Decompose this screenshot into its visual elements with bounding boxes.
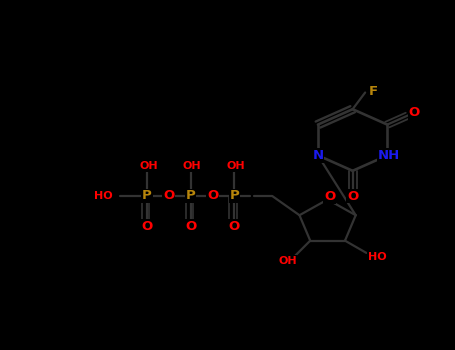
Text: O: O bbox=[185, 219, 197, 232]
Text: NH: NH bbox=[378, 149, 400, 162]
Text: F: F bbox=[369, 85, 378, 98]
Text: O: O bbox=[229, 219, 240, 232]
Text: O: O bbox=[207, 189, 218, 202]
Text: O: O bbox=[409, 106, 420, 119]
Text: HO: HO bbox=[94, 191, 113, 201]
Text: O: O bbox=[163, 189, 175, 202]
Text: N: N bbox=[313, 149, 324, 162]
Text: O: O bbox=[347, 189, 358, 203]
Text: OH: OH bbox=[139, 161, 158, 171]
Text: P: P bbox=[229, 189, 239, 202]
Text: O: O bbox=[142, 219, 153, 232]
Text: P: P bbox=[142, 189, 152, 202]
Text: OH: OH bbox=[227, 161, 245, 171]
Text: P: P bbox=[186, 189, 196, 202]
Text: HO: HO bbox=[368, 252, 386, 262]
Text: OH: OH bbox=[278, 256, 297, 266]
Text: O: O bbox=[324, 190, 335, 203]
Text: OH: OH bbox=[183, 161, 202, 171]
